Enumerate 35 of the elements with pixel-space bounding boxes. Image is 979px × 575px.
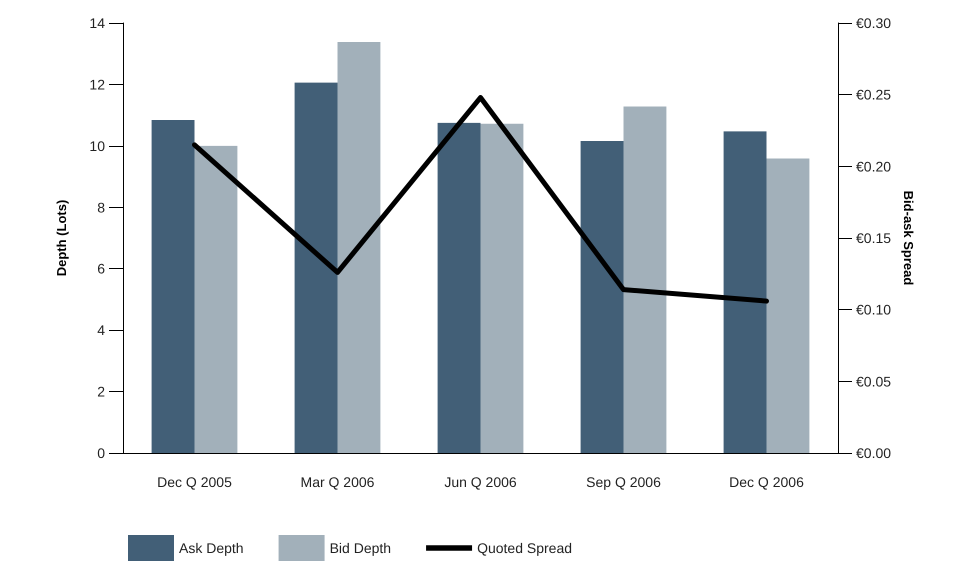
y2-tick-label: €0.10 <box>856 302 892 318</box>
y2-tick-label: €0.20 <box>856 158 892 174</box>
y2-axis-title: Bid-ask Spread <box>900 190 916 286</box>
bar <box>438 122 480 453</box>
bar <box>338 42 380 453</box>
bar <box>624 106 666 453</box>
y2-tick-label: €0.15 <box>856 230 892 246</box>
x-tick-label: Mar Q 2006 <box>300 474 375 490</box>
y-tick-label: 4 <box>97 322 106 338</box>
bar <box>294 82 338 453</box>
y2-tick-label: €0.05 <box>856 373 892 390</box>
y2-tick-label: €0.25 <box>856 86 892 103</box>
y-tick-label: 12 <box>89 76 106 92</box>
bar <box>724 131 766 453</box>
bar <box>580 140 624 453</box>
x-tick-label: Jun Q 2006 <box>444 474 517 490</box>
y-tick-label: 14 <box>89 15 106 31</box>
legend-label: Ask Depth <box>179 540 244 556</box>
y-tick-label: 0 <box>97 445 106 461</box>
bar <box>766 158 810 453</box>
bar <box>152 120 194 453</box>
x-tick-label: Dec Q 2005 <box>157 474 232 490</box>
y-axis-title: Depth (Lots) <box>54 200 69 276</box>
x-tick-label: Sep Q 2006 <box>586 474 662 490</box>
y-tick-label: 8 <box>97 199 106 216</box>
bar <box>194 146 238 453</box>
legend-label: Bid Depth <box>330 540 392 556</box>
y2-tick-label: €0.00 <box>856 445 892 461</box>
bar <box>480 124 524 453</box>
y-tick-label: 10 <box>89 138 106 154</box>
y-tick-label: 6 <box>97 260 106 277</box>
x-tick-label: Dec Q 2006 <box>729 474 804 490</box>
y2-tick-label: €0.30 <box>856 15 892 31</box>
y-tick-label: 2 <box>97 384 106 400</box>
legend-label: Quoted Spread <box>477 540 572 556</box>
